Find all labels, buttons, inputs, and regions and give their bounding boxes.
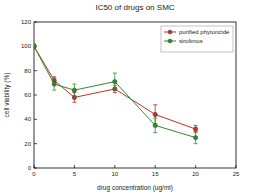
error-bar-cap [153, 104, 157, 105]
legend-box [161, 26, 233, 52]
x-tick-label: 0 [32, 171, 36, 177]
error-bar-cap [113, 73, 117, 74]
error-bar-cap [194, 131, 198, 132]
y-tick [34, 22, 37, 23]
error-bar [194, 132, 198, 144]
x-tick [34, 165, 35, 168]
error-bar-cap [52, 76, 56, 77]
error-bar [113, 73, 117, 90]
y-tick-label: 80 [24, 68, 31, 74]
y-tick [34, 95, 37, 96]
error-bar-cap [72, 102, 76, 103]
error-bar [34, 45, 36, 47]
y-tick [34, 70, 37, 71]
x-tick-label: 5 [73, 171, 77, 177]
y-tick [34, 119, 37, 120]
legend-marker [168, 39, 172, 43]
data-point [113, 79, 117, 83]
series-line [34, 46, 196, 137]
x-tick [155, 165, 156, 168]
x-tick-label: 15 [152, 171, 159, 177]
x-tick [195, 165, 196, 168]
x-tick [74, 165, 75, 168]
data-point [52, 82, 56, 86]
legend-label: sirolimus [179, 38, 203, 44]
y-tick-label: 100 [21, 43, 32, 49]
data-point [193, 127, 197, 131]
y-tick [34, 143, 37, 144]
data-point [153, 123, 157, 127]
error-bar-cap [194, 125, 198, 126]
x-tick-label: 20 [192, 171, 199, 177]
x-axis-label: drug concentration (ug/ml) [97, 184, 173, 192]
y-tick-label: 20 [24, 141, 31, 147]
y-tick-label: 0 [28, 165, 32, 171]
chart: IC50 of drugs on SMC drug concentration (… [0, 0, 260, 194]
chart-container: IC50 of drugs on SMC drug concentration (… [0, 0, 260, 194]
data-point [153, 112, 157, 116]
x-tick [114, 165, 115, 168]
error-bar-cap [194, 143, 198, 144]
error-bar [72, 84, 76, 96]
error-bar-cap [72, 96, 76, 97]
error-bar-cap [52, 77, 56, 78]
y-tick-label: 60 [24, 92, 31, 98]
plot-frame [34, 22, 236, 168]
legend: purified phytoncide sirolimus [161, 26, 233, 52]
error-bar-cap [113, 90, 117, 91]
error-bar-cap [153, 132, 157, 133]
error-bar [194, 125, 198, 132]
legend-marker [168, 30, 172, 34]
x-tick [236, 165, 237, 168]
data-point [34, 44, 36, 48]
y-tick [34, 168, 37, 169]
x-tick-label: 25 [233, 171, 240, 177]
x-tick-label: 10 [111, 171, 118, 177]
data-point [193, 135, 197, 139]
error-bar-cap [52, 90, 56, 91]
error-bar [34, 44, 36, 49]
error-bar-cap [113, 92, 117, 93]
error-bar [52, 78, 56, 90]
legend-label: purified phytoncide [179, 29, 230, 35]
data-point [72, 88, 76, 92]
error-bar-cap [72, 84, 76, 85]
y-tick-label: 120 [21, 19, 32, 25]
data-point [72, 95, 76, 99]
y-axis-label: cell viability (%) [3, 73, 11, 118]
error-bar [153, 118, 157, 133]
error-bar-cap [153, 118, 157, 119]
data-point [34, 44, 36, 48]
title: IC50 of drugs on SMC [95, 3, 174, 12]
y-tick-label: 40 [24, 116, 31, 122]
series-line [34, 46, 196, 129]
plot-area [34, 44, 198, 144]
